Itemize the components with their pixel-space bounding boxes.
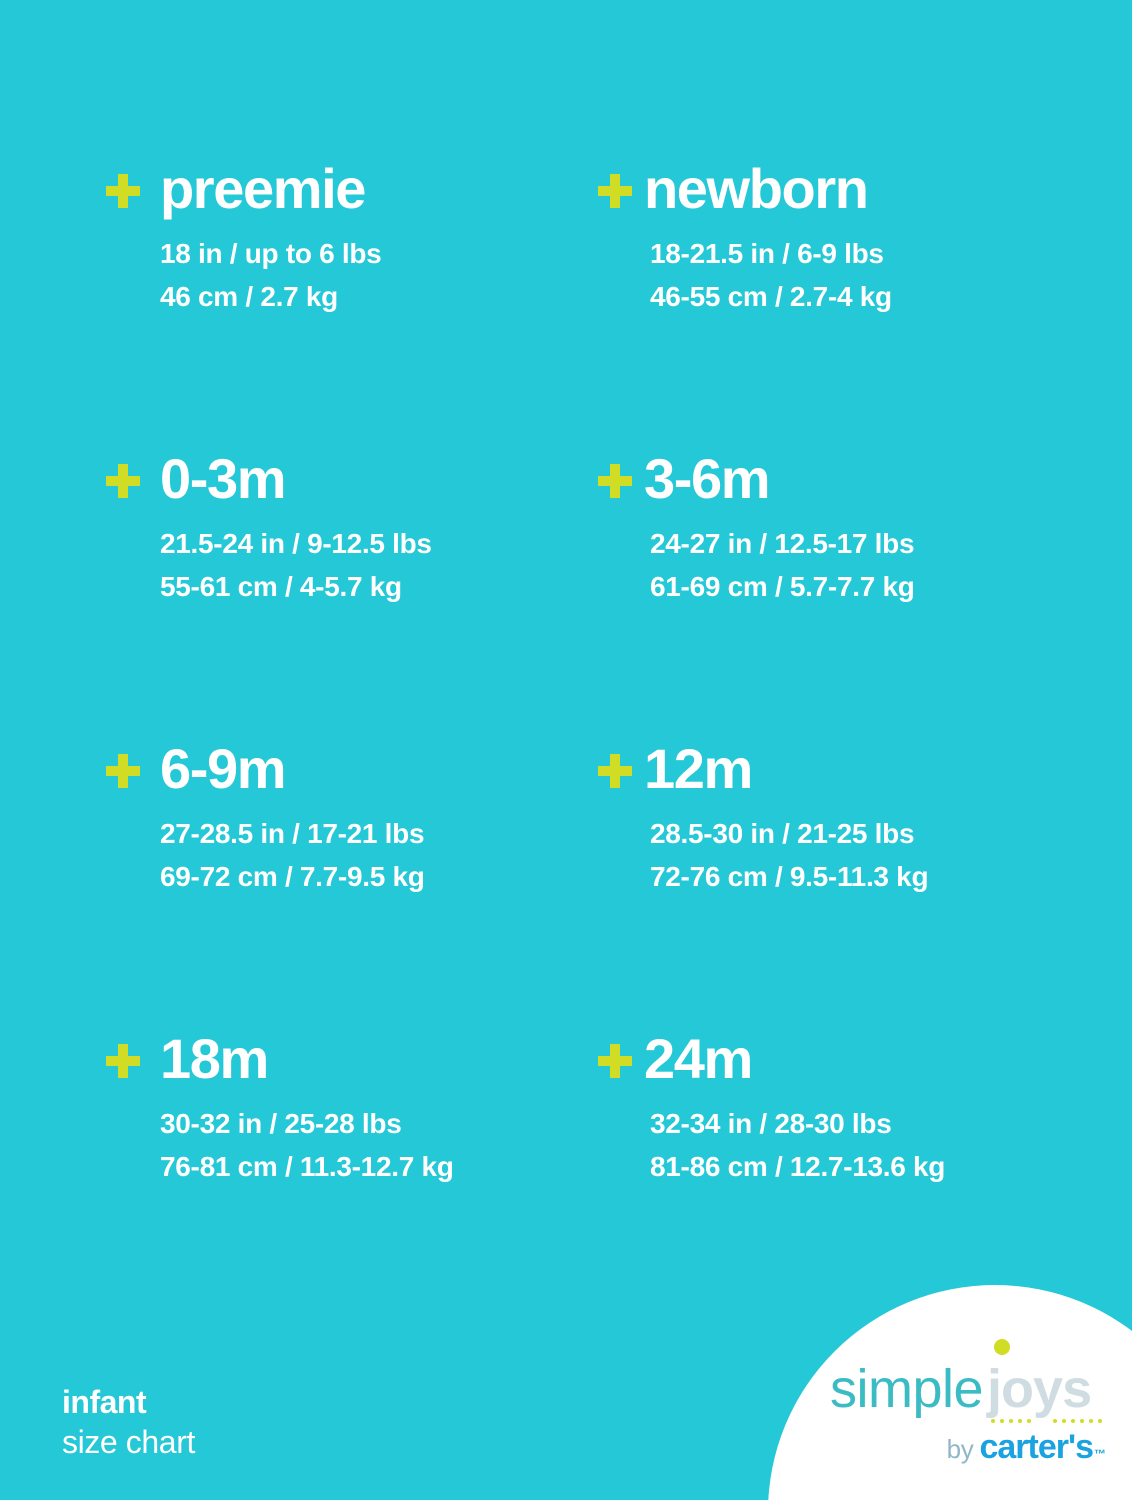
size-measurements: 18-21.5 in / 6-9 lbs 46-55 cm / 2.7-4 kg bbox=[650, 232, 1086, 318]
size-metric: 72-76 cm / 9.5-11.3 kg bbox=[650, 861, 929, 892]
size-cell-newborn[interactable]: newborn 18-21.5 in / 6-9 lbs 46-55 cm / … bbox=[596, 160, 1086, 450]
size-heading: 0-3m bbox=[106, 450, 596, 512]
size-measurements: 21.5-24 in / 9-12.5 lbs 55-61 cm / 4-5.7… bbox=[160, 522, 596, 608]
logo-brand-name: carter's bbox=[979, 1428, 1094, 1466]
size-imperial: 24-27 in / 12.5-17 lbs bbox=[650, 528, 915, 559]
size-heading: 24m bbox=[598, 1030, 1086, 1092]
plus-icon bbox=[106, 1044, 140, 1078]
size-imperial: 18 in / up to 6 lbs bbox=[160, 238, 382, 269]
logo-wordmark: simple joys bbox=[830, 1339, 1110, 1423]
size-cell-24m[interactable]: 24m 32-34 in / 28-30 lbs 81-86 cm / 12.7… bbox=[596, 1030, 1086, 1320]
size-measurements: 28.5-30 in / 21-25 lbs 72-76 cm / 9.5-11… bbox=[650, 812, 1086, 898]
footer-caption: infant size chart bbox=[62, 1382, 195, 1462]
size-metric: 46-55 cm / 2.7-4 kg bbox=[650, 281, 892, 312]
logo-word-joys: joys bbox=[987, 1359, 1092, 1419]
size-heading: 3-6m bbox=[598, 450, 1086, 512]
size-cell-0-3m[interactable]: 0-3m 21.5-24 in / 9-12.5 lbs 55-61 cm / … bbox=[106, 450, 596, 740]
size-name: newborn bbox=[644, 157, 869, 220]
size-name: 0-3m bbox=[160, 447, 287, 510]
size-name: 12m bbox=[644, 737, 753, 800]
logo-dot-icon bbox=[994, 1339, 1011, 1355]
size-measurements: 27-28.5 in / 17-21 lbs 69-72 cm / 7.7-9.… bbox=[160, 812, 596, 898]
size-metric: 55-61 cm / 4-5.7 kg bbox=[160, 571, 402, 602]
size-name: 3-6m bbox=[644, 447, 771, 510]
trademark-icon: ™ bbox=[1094, 1447, 1106, 1461]
size-name: preemie bbox=[160, 157, 366, 220]
size-cell-18m[interactable]: 18m 30-32 in / 25-28 lbs 76-81 cm / 11.3… bbox=[106, 1030, 596, 1320]
size-name: 6-9m bbox=[160, 737, 287, 800]
size-grid: preemie 18 in / up to 6 lbs 46 cm / 2.7 … bbox=[106, 160, 1086, 1182]
logo-by-text: by bbox=[946, 1434, 974, 1464]
logo-word-simple: simple bbox=[830, 1359, 984, 1419]
size-imperial: 28.5-30 in / 21-25 lbs bbox=[650, 818, 915, 849]
size-heading: 12m bbox=[598, 740, 1086, 802]
size-measurements: 32-34 in / 28-30 lbs 81-86 cm / 12.7-13.… bbox=[650, 1102, 1086, 1188]
plus-icon bbox=[598, 464, 632, 498]
size-measurements: 30-32 in / 25-28 lbs 76-81 cm / 11.3-12.… bbox=[160, 1102, 596, 1188]
size-heading: preemie bbox=[106, 160, 596, 222]
plus-icon bbox=[106, 754, 140, 788]
plus-icon bbox=[106, 174, 140, 208]
size-heading: newborn bbox=[598, 160, 1086, 222]
plus-icon bbox=[106, 464, 140, 498]
size-metric: 46 cm / 2.7 kg bbox=[160, 281, 338, 312]
size-heading: 18m bbox=[106, 1030, 596, 1092]
size-metric: 69-72 cm / 7.7-9.5 kg bbox=[160, 861, 425, 892]
size-heading: 6-9m bbox=[106, 740, 596, 802]
size-imperial: 27-28.5 in / 17-21 lbs bbox=[160, 818, 425, 849]
size-metric: 61-69 cm / 5.7-7.7 kg bbox=[650, 571, 915, 602]
size-cell-3-6m[interactable]: 3-6m 24-27 in / 12.5-17 lbs 61-69 cm / 5… bbox=[596, 450, 1086, 740]
size-cell-preemie[interactable]: preemie 18 in / up to 6 lbs 46 cm / 2.7 … bbox=[106, 160, 596, 450]
plus-icon bbox=[598, 1044, 632, 1078]
size-name: 24m bbox=[644, 1027, 753, 1090]
plus-icon bbox=[598, 754, 632, 788]
size-imperial: 32-34 in / 28-30 lbs bbox=[650, 1108, 892, 1139]
size-measurements: 18 in / up to 6 lbs 46 cm / 2.7 kg bbox=[160, 232, 596, 318]
caption-title: infant bbox=[62, 1384, 147, 1420]
size-name: 18m bbox=[160, 1027, 269, 1090]
plus-icon bbox=[598, 174, 632, 208]
size-imperial: 30-32 in / 25-28 lbs bbox=[160, 1108, 402, 1139]
brand-logo: simple joys by carter's ™ bbox=[830, 1339, 1110, 1482]
size-cell-12m[interactable]: 12m 28.5-30 in / 21-25 lbs 72-76 cm / 9.… bbox=[596, 740, 1086, 1030]
size-cell-6-9m[interactable]: 6-9m 27-28.5 in / 17-21 lbs 69-72 cm / 7… bbox=[106, 740, 596, 1030]
logo-joys-group: joys bbox=[987, 1339, 1103, 1423]
size-metric: 76-81 cm / 11.3-12.7 kg bbox=[160, 1151, 454, 1182]
size-measurements: 24-27 in / 12.5-17 lbs 61-69 cm / 5.7-7.… bbox=[650, 522, 1086, 608]
caption-subtitle: size chart bbox=[62, 1424, 195, 1460]
size-metric: 81-86 cm / 12.7-13.6 kg bbox=[650, 1151, 946, 1182]
size-imperial: 21.5-24 in / 9-12.5 lbs bbox=[160, 528, 432, 559]
logo-underdots-icon bbox=[991, 1419, 1111, 1425]
logo-byline: by carter's ™ bbox=[830, 1428, 1110, 1467]
size-imperial: 18-21.5 in / 6-9 lbs bbox=[650, 238, 884, 269]
